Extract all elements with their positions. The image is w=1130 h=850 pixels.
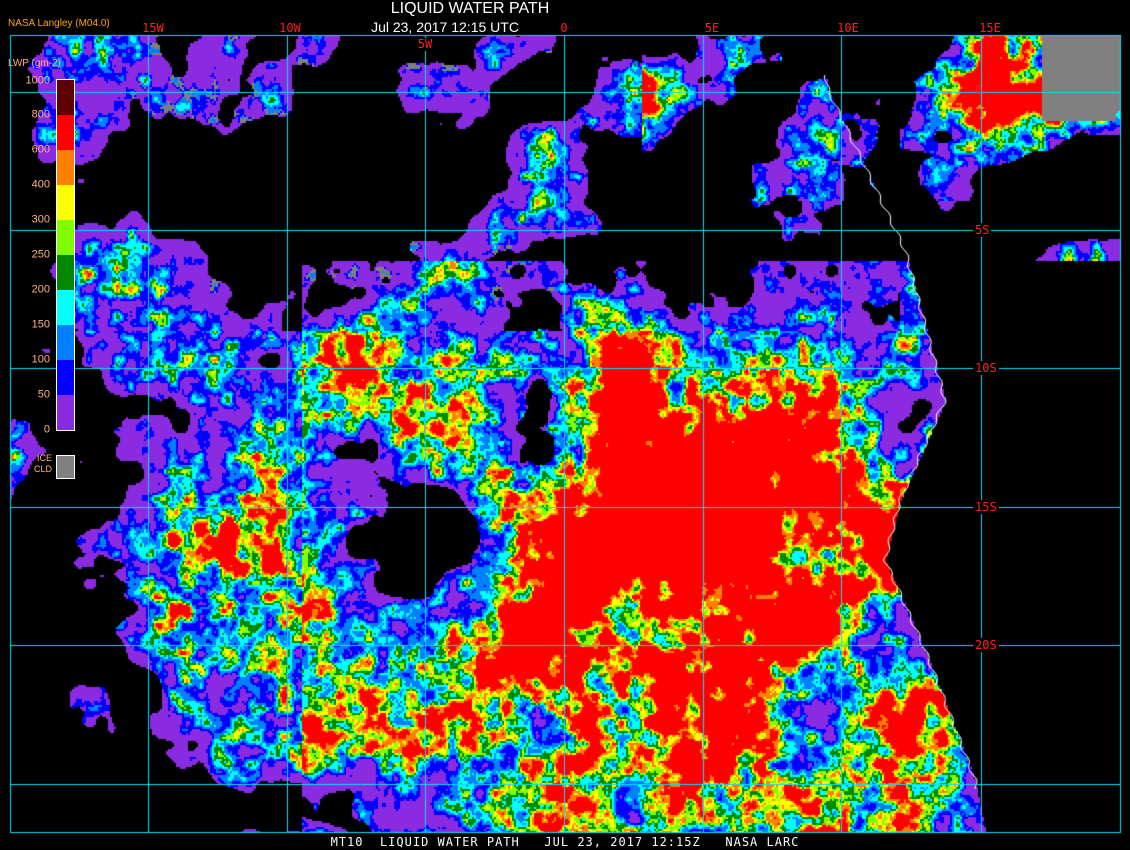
- legend-swatch: [57, 325, 74, 360]
- legend-tick: 150: [31, 318, 50, 331]
- legend-tick: 300: [31, 213, 50, 226]
- legend-swatch: [57, 185, 74, 220]
- lon-label-5e: 5E: [704, 21, 720, 35]
- lat-label-10s: 10S: [973, 361, 999, 375]
- credit-label: NASA Langley (M04.0): [8, 18, 110, 29]
- lat-label-15s: 15S: [973, 500, 999, 514]
- legend-swatch: [57, 220, 74, 255]
- legend-tick: 50: [37, 388, 50, 401]
- legend-swatch: [57, 80, 74, 115]
- legend-swatch: [57, 115, 74, 150]
- legend-tick: 1000: [25, 74, 50, 87]
- lon-label-5w: 5W: [415, 37, 435, 51]
- lon-label-0: 0: [560, 21, 568, 35]
- legend-swatch: [57, 150, 74, 185]
- lat-label-5s: 5S: [973, 223, 992, 237]
- lon-label-15e: 15E: [979, 21, 1001, 35]
- lon-label-15w: 15W: [142, 21, 164, 35]
- legend-tick: 100: [31, 353, 50, 366]
- legend-tick: 200: [31, 283, 50, 296]
- ice-cloud-swatch: [56, 455, 75, 479]
- map-title: LIQUID WATER PATH: [390, 0, 550, 17]
- lat-label-20s: 20S: [973, 638, 999, 652]
- legend-swatch: [57, 255, 74, 290]
- legend-tick: 800: [31, 108, 50, 121]
- legend-swatch: [57, 290, 74, 325]
- legend-tick: 600: [31, 143, 50, 156]
- ice-label-line1: ICE: [36, 453, 52, 463]
- legend-tick: 400: [31, 178, 50, 191]
- lat-label-0: 0: [975, 83, 983, 97]
- ice-label-line2: CLD: [33, 464, 52, 474]
- legend-tick: 250: [31, 248, 50, 261]
- legend-swatch: [57, 395, 74, 430]
- legend-swatch: [57, 360, 74, 395]
- footer-caption: MT10 LIQUID WATER PATH JUL 23, 2017 12:1…: [330, 835, 800, 849]
- lon-label-10e: 10E: [837, 21, 859, 35]
- legend-title: LWP (gm-2): [8, 58, 61, 69]
- lon-label-10w: 10W: [279, 21, 301, 35]
- legend-colorbar: [56, 79, 75, 431]
- legend-tick: 0: [43, 423, 50, 436]
- ice-cloud-label: ICE CLD: [30, 453, 52, 475]
- map-timestamp: Jul 23, 2017 12:15 UTC: [371, 19, 519, 35]
